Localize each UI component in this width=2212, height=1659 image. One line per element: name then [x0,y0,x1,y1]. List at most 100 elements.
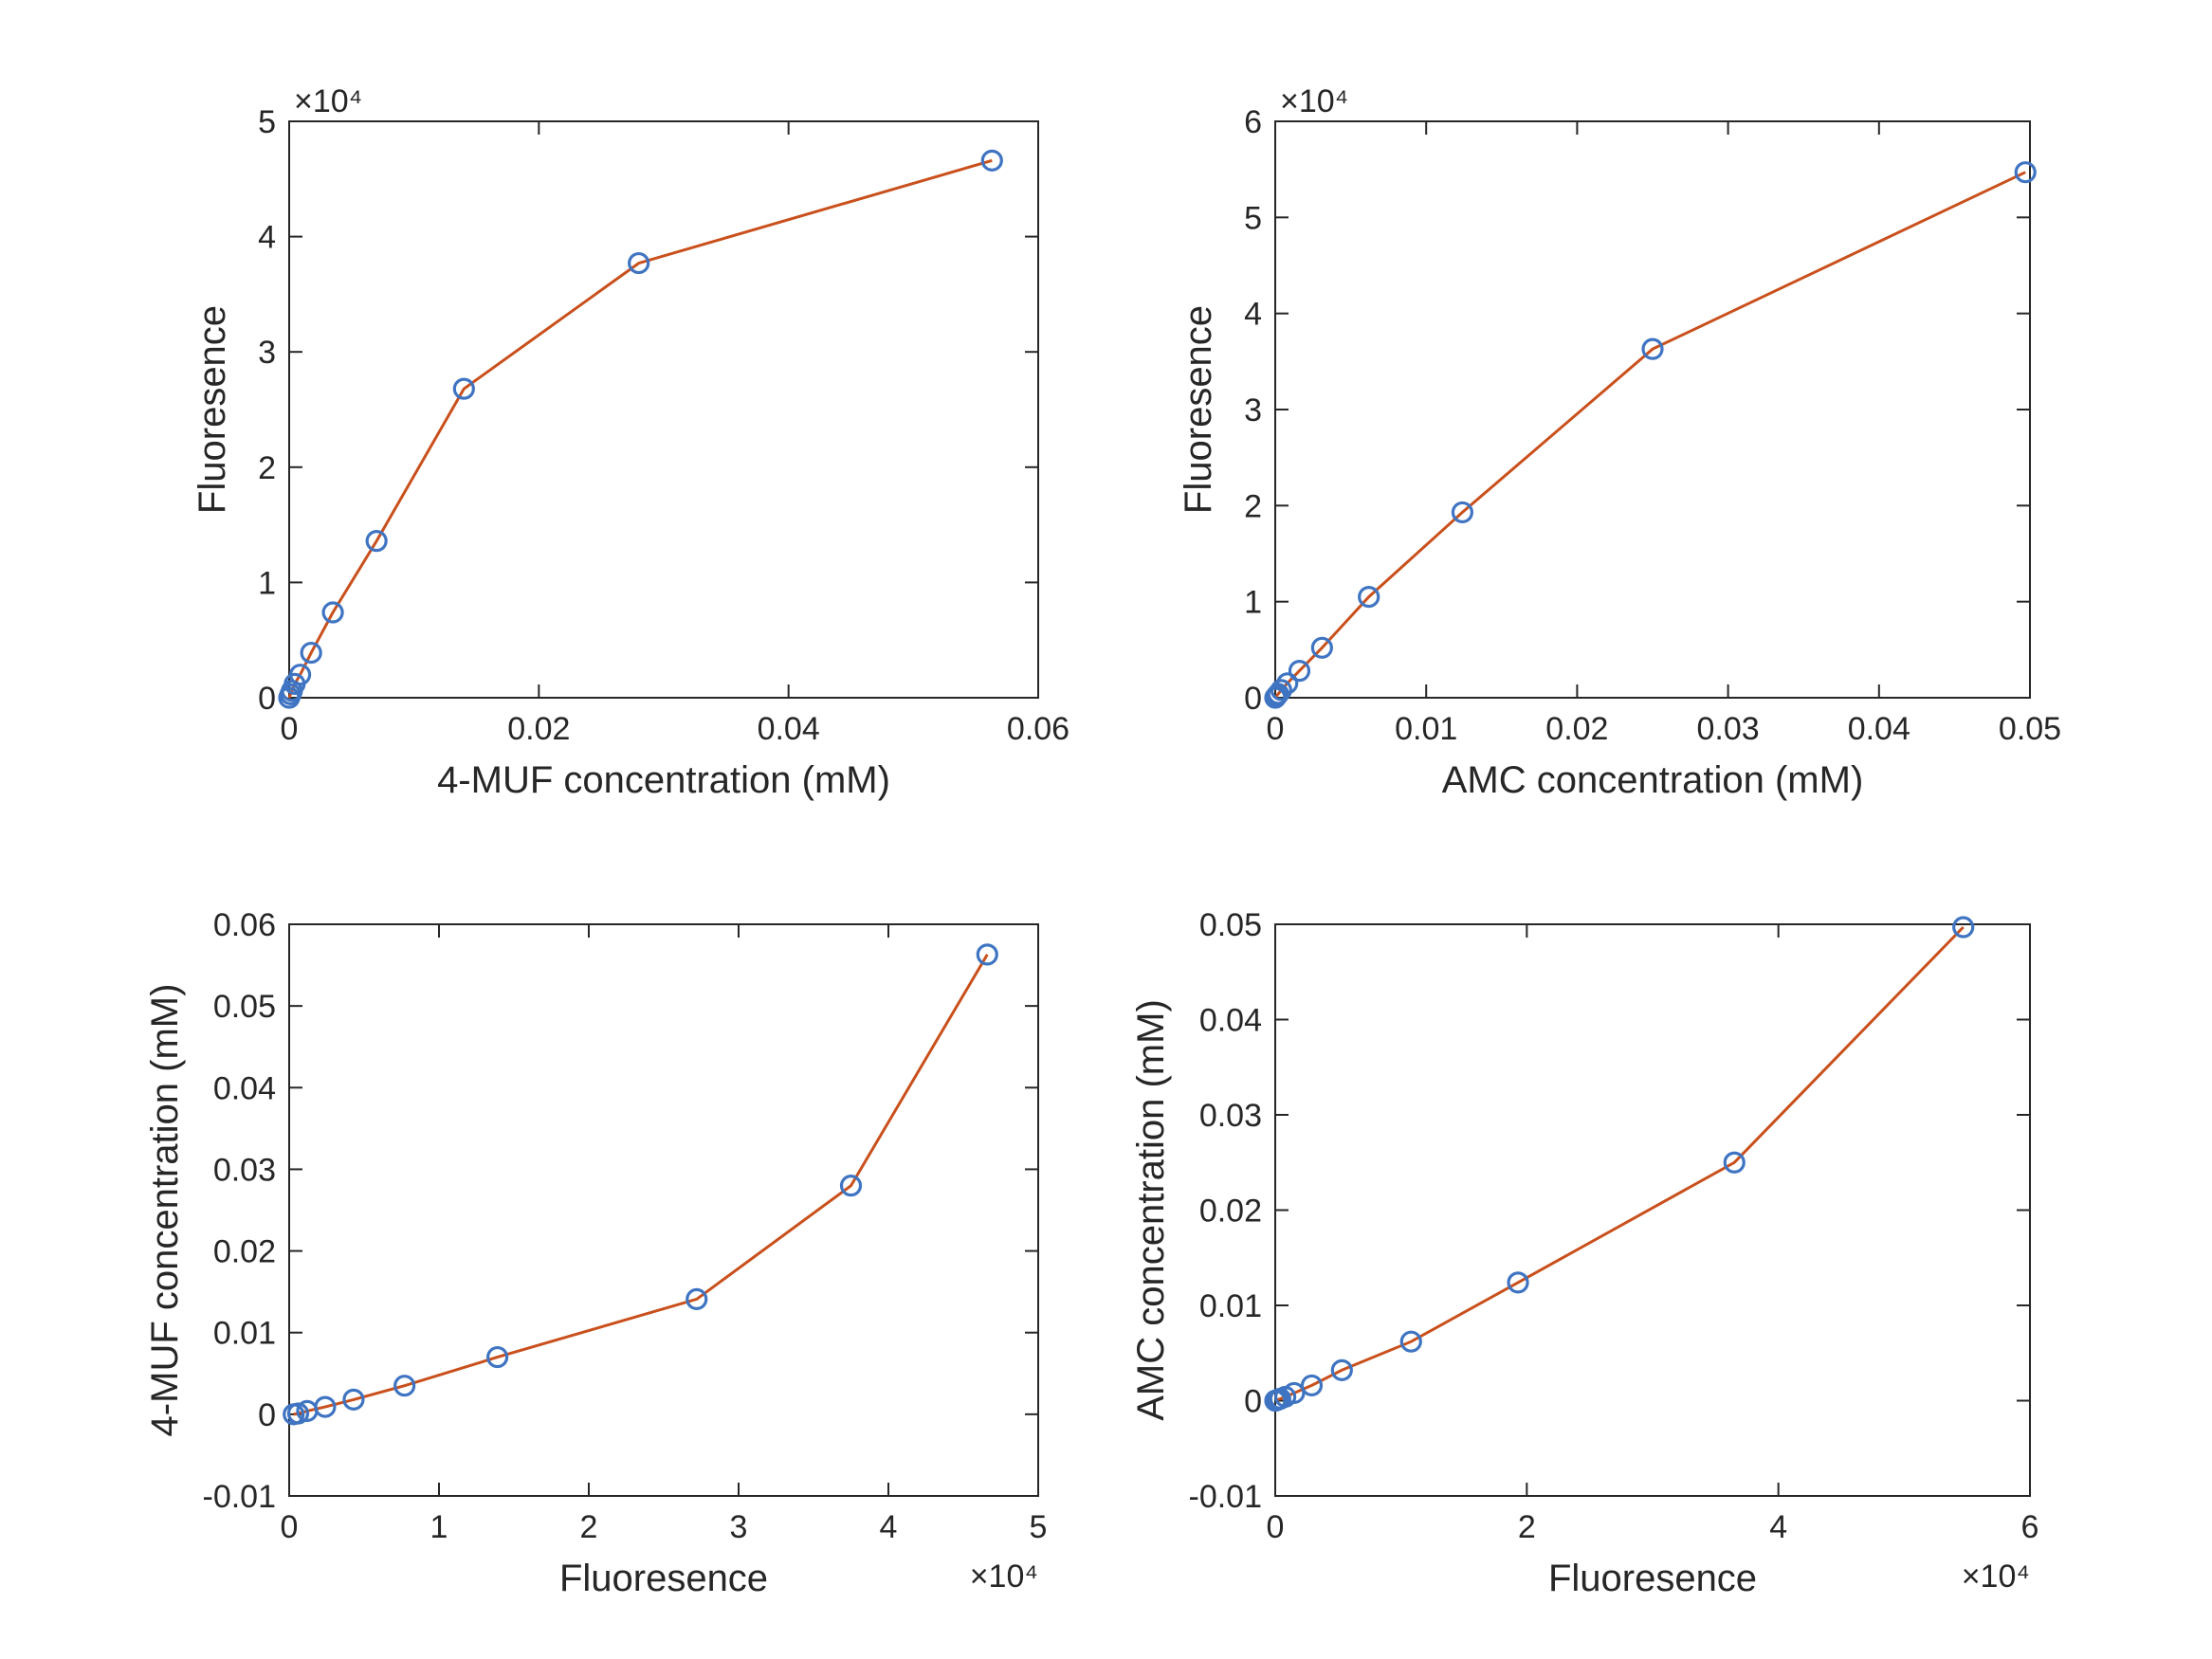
data-point-marker [393,1375,416,1397]
x-tick-label: 4 [1769,1509,1787,1545]
data-point-marker [1300,1374,1324,1397]
y-tick-label: 0.05 [1199,907,1262,943]
x-exponent-label: ×10⁴ [970,1559,1038,1595]
y-tick-label: 6 [1244,104,1262,140]
data-point-marker [1952,916,1975,939]
data-point-marker [1641,337,1664,360]
y-tick-label: 0.05 [213,989,276,1025]
y-tick-label: 3 [258,335,276,371]
y-tick-label: 0.02 [213,1234,276,1270]
y-axis-title: Fluoresence [192,305,233,514]
data-point-marker [1330,1358,1353,1381]
x-tick-label: 4 [880,1509,898,1545]
x-tick-label: 0.04 [1848,711,1910,747]
data-point-marker [1507,1271,1529,1294]
data-point-marker [1288,660,1311,683]
data-point-marker [686,1287,708,1310]
y-tick-label: 0.06 [213,907,276,943]
x-tick-label: 2 [580,1509,598,1545]
y-tick-label: 4 [1244,297,1262,333]
x-tick-label: 3 [730,1509,748,1545]
y-exponent-label: ×10⁴ [1280,83,1348,119]
x-tick-label: 0.02 [1545,711,1608,747]
x-axis-title: Fluoresence [559,1558,768,1599]
data-point-marker [314,1395,337,1418]
y-exponent-label: ×10⁴ [294,83,362,119]
plot-frame [1274,120,2031,699]
y-tick-label: 0.03 [1199,1098,1262,1134]
x-exponent-label: ×10⁴ [1962,1559,2030,1595]
y-axis-title: AMC concentration (mM) [1130,999,1172,1421]
data-point-marker [839,1175,863,1197]
y-tick-label: 0.02 [1199,1194,1262,1230]
data-point-marker [300,641,322,665]
data-point-marker [2014,161,2037,184]
x-tick-label: 0.05 [1999,711,2061,747]
x-axis-title: 4-MUF concentration (mM) [437,759,890,801]
data-point-marker [288,664,312,686]
data-point-marker [1451,501,1474,524]
y-tick-label: 4 [258,220,276,256]
x-axis-title: Fluoresence [1548,1558,1757,1599]
y-tick-label: 0.04 [1199,1003,1262,1039]
plot-frame [1274,923,2031,1497]
y-tick-label: 0.04 [213,1070,276,1106]
data-point-marker [321,601,344,624]
data-point-marker [628,251,650,275]
x-tick-label: 0 [281,1509,299,1545]
x-tick-label: 1 [430,1509,448,1545]
series-line [1274,925,1965,1402]
y-tick-label: 0.03 [213,1152,276,1188]
y-tick-label: 5 [258,104,276,140]
x-tick-label: 0.03 [1697,711,1760,747]
x-tick-label: 0.01 [1395,711,1457,747]
chart-panel-2: 0 0.01 0.02 0.03 0.04 0.05 0 1 2 3 4 5 6 AMC concentr… [1178,83,2061,801]
data-point-marker [980,149,1003,172]
data-point-marker [976,943,998,966]
data-point-marker [1270,679,1292,702]
y-tick-label: 0 [1244,1384,1262,1420]
data-point-marker [365,530,388,553]
y-tick-label: 0 [1244,681,1262,717]
y-tick-label: 5 [1244,200,1262,236]
data-point-marker [1276,672,1299,695]
x-tick-label: 0 [281,711,299,747]
y-tick-label: 0.01 [213,1316,276,1352]
plot-frame [288,120,1039,699]
plot-frame [288,923,1039,1497]
x-tick-label: 2 [1518,1509,1536,1545]
data-point-marker [452,377,475,400]
data-point-marker [342,1388,365,1411]
series-line [1273,171,2026,699]
x-tick-label: 0 [1267,1509,1285,1545]
y-tick-label: 2 [258,450,276,486]
chart-panel-4: 0 2 4 6-0.0100.010.020.030.040.05Fluoresenc… [1130,907,2038,1599]
y-tick-label: 0 [258,681,276,717]
chart-panel-3: 0 1 2 3 4 5-0.0100.010.020.030.040.050.06Fluo… [144,907,1047,1599]
series-line [287,158,993,699]
y-tick-label: 3 [1244,392,1262,428]
x-tick-label: 0.02 [507,711,570,747]
y-tick-label: 0 [258,1397,276,1433]
y-tick-label: 2 [1244,488,1262,524]
data-point-marker [286,1402,310,1425]
series-line [293,954,989,1416]
y-axis-title: 4-MUF concentration (mM) [144,984,186,1437]
chart-panel-1: 0 0.02 0.04 0.06 0 1 2 3 4 5 4-MUF concentration (… [192,83,1069,801]
y-tick-label: -0.01 [1189,1479,1263,1515]
data-point-marker [1283,1381,1306,1405]
x-axis-title: AMC concentration (mM) [1442,759,1864,801]
data-point-marker [486,1345,509,1369]
data-point-marker [1358,585,1380,609]
x-tick-label: 0 [1267,711,1285,747]
data-point-marker [1723,1151,1746,1174]
y-tick-label: 0.01 [1199,1288,1262,1324]
y-tick-label: -0.01 [203,1479,277,1515]
y-tick-label: 1 [258,565,276,601]
x-tick-label: 5 [1030,1509,1048,1545]
data-point-marker [1399,1330,1422,1353]
y-tick-label: 1 [1244,585,1262,621]
data-point-marker [1310,636,1333,659]
y-axis-title: Fluoresence [1178,305,1219,514]
